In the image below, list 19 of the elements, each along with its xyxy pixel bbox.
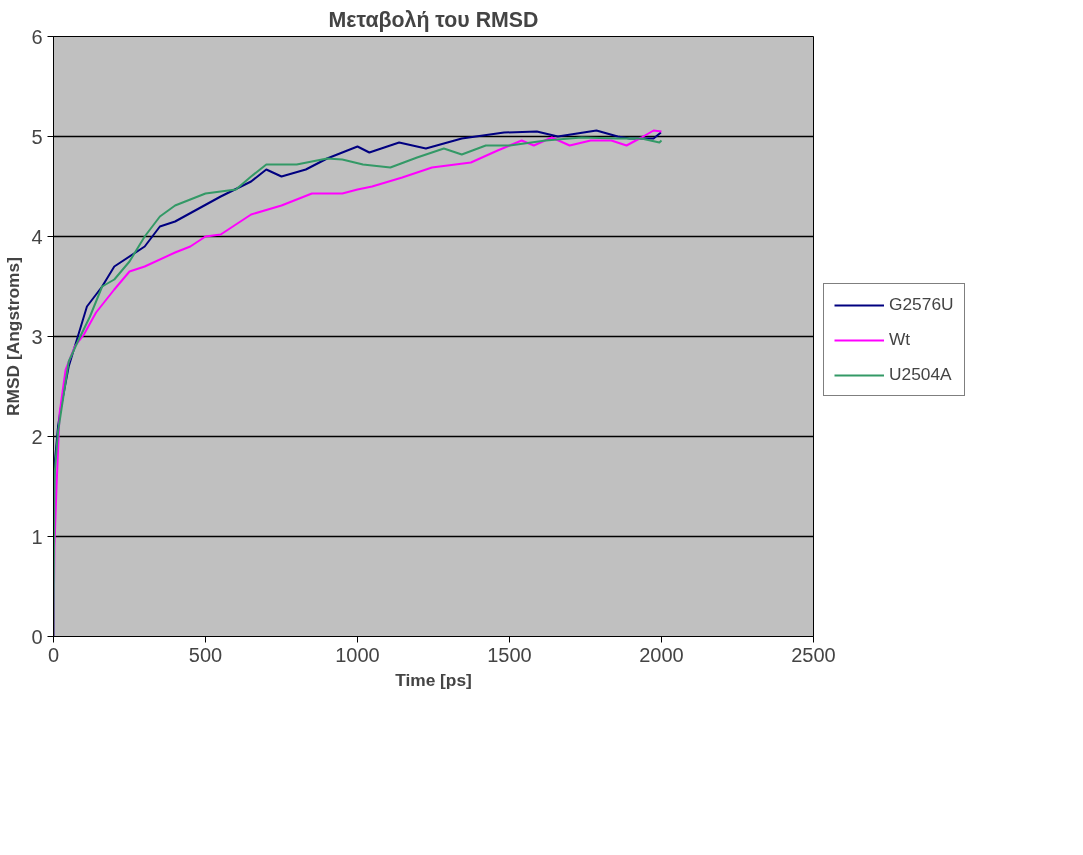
x-tick-label: 1000 [335, 643, 380, 666]
legend-label: Wt [889, 329, 911, 350]
y-tick-label: 5 [31, 125, 43, 148]
x-tick-label: 2500 [791, 643, 836, 666]
x-tick-label: 500 [188, 643, 223, 666]
legend-label: U2504A [889, 364, 952, 385]
y-tick-label: 3 [31, 325, 43, 348]
legend-label: G2576U [889, 294, 954, 315]
y-tick-label: 0 [31, 625, 43, 648]
y-tick-label: 4 [31, 225, 43, 248]
chart-title: Μεταβολή του RMSD [328, 7, 539, 32]
y-tick-label: 1 [31, 525, 43, 548]
y-axis-title: RMSD [Angstroms] [3, 257, 24, 416]
y-tick-label: 6 [31, 25, 43, 48]
x-tick-label: 2000 [639, 643, 684, 666]
x-axis-title: Time [ps] [395, 669, 472, 690]
x-tick-label: 1500 [487, 643, 532, 666]
x-tick-label: 0 [47, 643, 60, 666]
y-tick-label: 2 [31, 425, 43, 448]
